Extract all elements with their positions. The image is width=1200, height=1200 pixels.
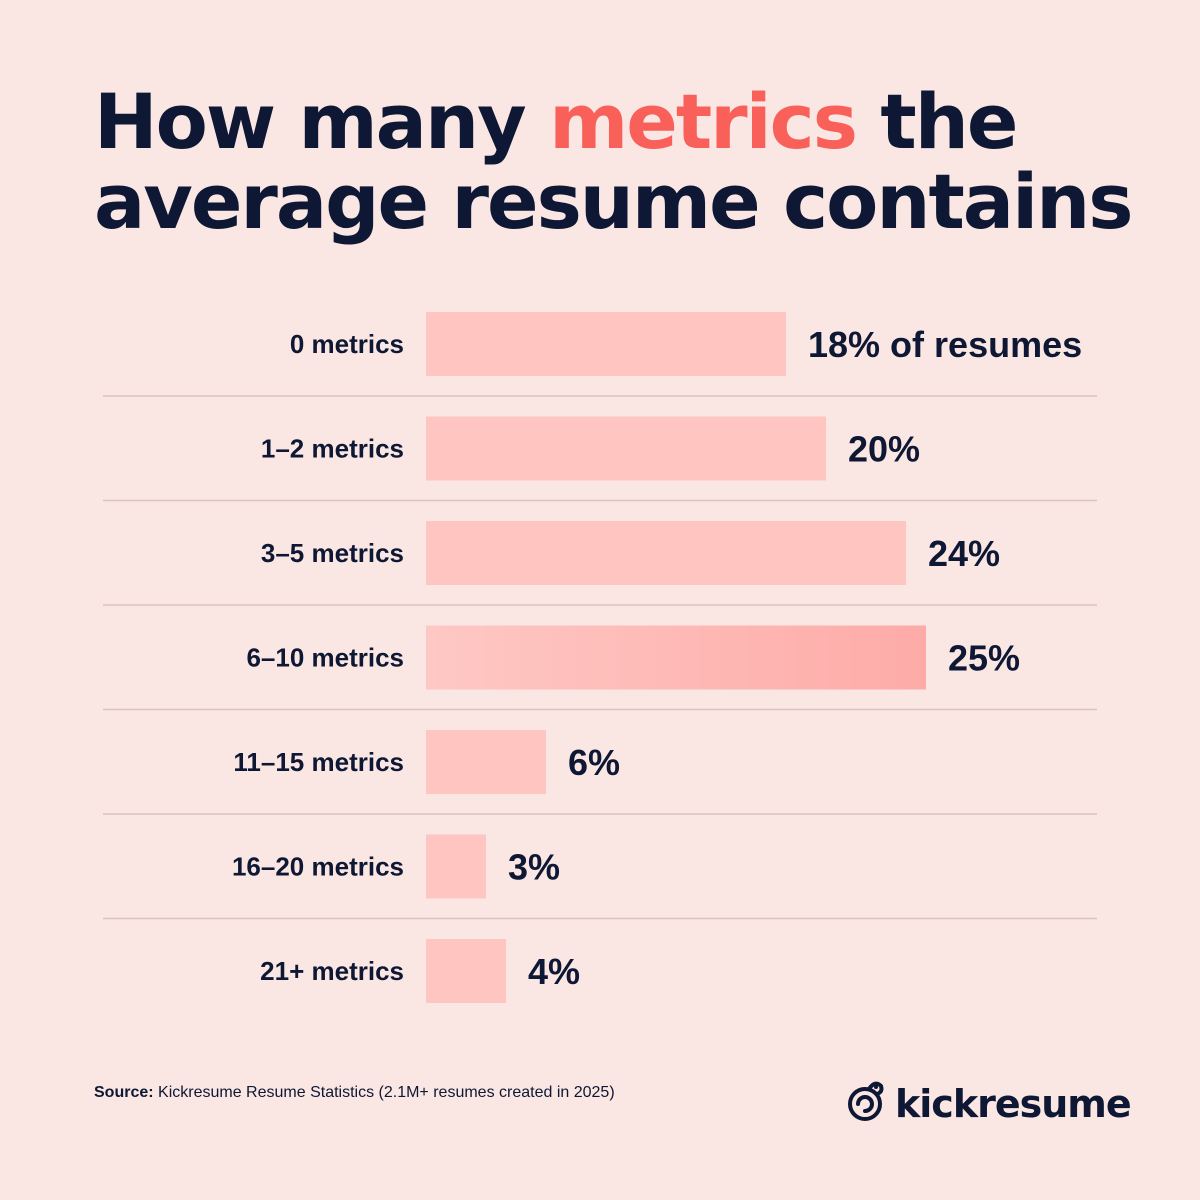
value-label-5: 3%: [508, 847, 560, 888]
bar-chart: 0 metrics 18% of resumes 1–2 metrics 20% 3–5…: [103, 312, 1097, 1003]
category-label-6: 21+ metrics: [260, 956, 404, 986]
bar-6: [426, 939, 506, 1003]
bar-2: [426, 521, 906, 585]
brand-name: kickresume: [895, 1081, 1132, 1126]
value-label-1: 20%: [848, 429, 920, 470]
title-part-2: the average resume contains: [94, 77, 1133, 246]
category-label-0: 0 metrics: [290, 329, 404, 359]
category-label-1: 1–2 metrics: [261, 434, 404, 464]
bar-0: [426, 312, 786, 376]
brand-logo: kickresume: [845, 1078, 1132, 1129]
category-label-5: 16–20 metrics: [232, 852, 404, 882]
value-label-4: 6%: [568, 742, 620, 783]
chart-title: How many metrics the average resume cont…: [94, 82, 1154, 242]
source-label: Source:: [94, 1084, 154, 1101]
bar-4: [426, 730, 546, 794]
bar-5: [426, 834, 486, 899]
source-note: Source: Kickresume Resume Statistics (2.…: [94, 1084, 615, 1102]
title-part-1: How many: [94, 77, 550, 166]
value-label-2: 24%: [928, 533, 1000, 574]
bar-3: [426, 625, 926, 690]
chameleon-logo-icon: [845, 1078, 885, 1129]
category-label-3: 6–10 metrics: [246, 643, 404, 673]
category-label-4: 11–15 metrics: [233, 747, 404, 777]
title-highlight: metrics: [549, 77, 858, 166]
value-label-3: 25%: [948, 638, 1020, 679]
source-text: Kickresume Resume Statistics (2.1M+ resu…: [153, 1084, 615, 1101]
bar-1: [426, 416, 826, 481]
category-label-2: 3–5 metrics: [261, 538, 404, 568]
value-label-6: 4%: [528, 951, 580, 992]
value-label-0: 18% of resumes: [808, 324, 1082, 365]
